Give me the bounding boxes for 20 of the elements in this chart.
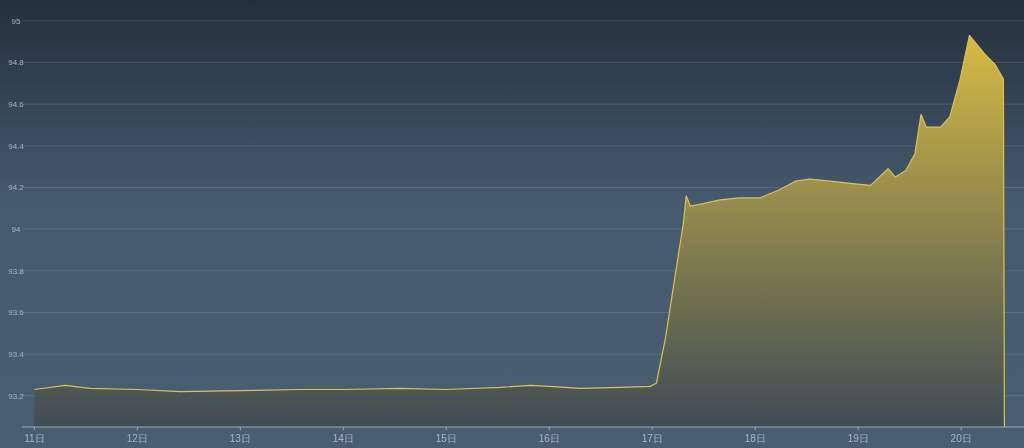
y-tick-label: 94 [11, 225, 21, 235]
y-tick-label: 94.4 [8, 141, 25, 151]
x-tick-label: 14日 [332, 433, 354, 444]
x-tick-label: 17日 [641, 433, 663, 444]
y-tick-label: 93.6 [8, 308, 25, 318]
x-tick-label: 12日 [126, 433, 148, 444]
y-tick-label: 94.8 [8, 58, 25, 68]
x-tick-label: 13日 [229, 433, 251, 444]
y-tick-label: 94.6 [8, 100, 25, 110]
y-tick-label: 95 [11, 16, 21, 26]
x-tick-label: 19日 [847, 433, 869, 444]
y-tick-label: 93.8 [8, 266, 25, 276]
y-tick-label: 93.4 [8, 350, 25, 360]
y-tick-label: 94.2 [8, 183, 25, 193]
x-tick-label: 15日 [435, 433, 457, 444]
x-tick-label: 16日 [538, 433, 560, 444]
x-tick-label: 11日 [24, 433, 45, 444]
x-tick-label: 18日 [744, 433, 766, 444]
x-tick-label: 20日 [950, 433, 972, 444]
y-tick-label: 93.2 [8, 391, 25, 401]
